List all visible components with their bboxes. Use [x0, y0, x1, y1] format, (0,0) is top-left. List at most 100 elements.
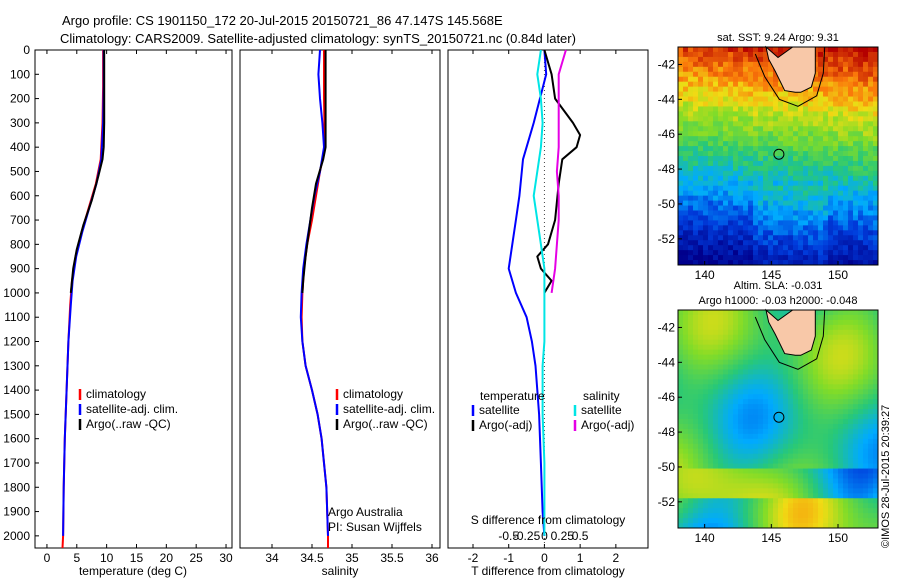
map-cell — [823, 185, 829, 192]
map-cell — [743, 156, 749, 162]
map-cell — [798, 131, 804, 137]
map-cell — [843, 195, 849, 201]
map-cell — [708, 151, 714, 157]
map-cell — [828, 51, 834, 58]
map-cell — [783, 453, 789, 460]
map-cell — [773, 518, 779, 524]
map-cell — [843, 409, 849, 415]
map-cell — [778, 170, 784, 177]
map-cell — [738, 339, 744, 346]
map-cell — [728, 131, 734, 137]
map-cell — [758, 190, 764, 197]
map-cell — [868, 121, 874, 127]
map-cell — [753, 56, 759, 63]
map-cell — [708, 384, 714, 390]
map-cell — [718, 81, 724, 88]
map-cell — [688, 126, 694, 132]
map-cell — [693, 260, 699, 266]
map-cell — [803, 394, 809, 400]
map-cell — [848, 230, 854, 236]
map-cell — [793, 433, 799, 440]
map-cell — [778, 47, 784, 53]
map-cell — [683, 51, 689, 58]
map-cell — [838, 235, 844, 241]
map-cell — [843, 260, 849, 266]
map-cell — [698, 185, 704, 192]
map-cell — [688, 250, 694, 256]
map-cell — [828, 354, 834, 360]
map-cell — [753, 399, 759, 405]
map-cell — [838, 359, 844, 365]
map-cell — [843, 230, 849, 236]
map-cell — [763, 165, 769, 172]
map-cell — [843, 438, 849, 445]
map-cell — [703, 260, 709, 266]
map-cell — [683, 399, 689, 405]
map-cell — [753, 205, 759, 211]
map-cell — [858, 175, 864, 182]
map-cell — [868, 136, 874, 142]
map-cell — [773, 523, 779, 529]
map-cell — [803, 101, 809, 107]
map-cell — [768, 359, 774, 365]
map-cell — [848, 319, 854, 326]
map-cell — [823, 81, 829, 88]
map-cell — [808, 225, 814, 231]
map-cell — [773, 190, 779, 197]
map-cell — [873, 468, 879, 474]
map-cell — [728, 448, 734, 455]
map-cell — [768, 106, 774, 112]
map-cell — [778, 493, 784, 499]
map-cell — [853, 165, 859, 172]
map-cell — [828, 329, 834, 336]
map-cell — [773, 205, 779, 211]
y-tick-label: 1000 — [3, 286, 30, 300]
map-cell — [678, 419, 684, 425]
map-cell — [838, 56, 844, 63]
map-cell — [823, 319, 829, 326]
map-cell — [803, 518, 809, 524]
map-cell — [758, 344, 764, 351]
map-cell — [693, 160, 699, 167]
map-x-tick-label: 140 — [695, 531, 715, 545]
map-cell — [708, 508, 714, 514]
map-cell — [778, 458, 784, 464]
map-cell — [813, 394, 819, 400]
map-cell — [848, 200, 854, 206]
map-cell — [843, 453, 849, 460]
map-cell — [698, 235, 704, 241]
map-cell — [723, 384, 729, 390]
map-cell — [763, 493, 769, 499]
map-cell — [848, 419, 854, 425]
map-cell — [833, 111, 839, 117]
map-cell — [793, 414, 799, 420]
map-cell — [718, 126, 724, 132]
map-cell — [858, 96, 864, 102]
map-cell — [813, 359, 819, 365]
map-cell — [763, 185, 769, 192]
map-cell — [843, 468, 849, 474]
map-cell — [768, 473, 774, 479]
map-cell — [768, 423, 774, 430]
map-cell — [718, 423, 724, 430]
map-cell — [838, 170, 844, 177]
map-cell — [748, 116, 754, 122]
map-cell — [723, 438, 729, 445]
map-cell — [813, 414, 819, 420]
map-cell — [763, 210, 769, 216]
map-cell — [738, 126, 744, 132]
map-cell — [698, 483, 704, 489]
map-cell — [813, 473, 819, 479]
map-cell — [698, 56, 704, 63]
map-cell — [868, 215, 874, 221]
map-cell — [713, 463, 719, 469]
map-cell — [808, 151, 814, 157]
map-cell — [783, 473, 789, 479]
map-cell — [693, 438, 699, 445]
map-cell — [733, 86, 739, 92]
map-cell — [758, 76, 764, 83]
map-cell — [858, 156, 864, 162]
map-cell — [713, 310, 719, 316]
map-cell — [798, 493, 804, 499]
map-cell — [843, 170, 849, 177]
